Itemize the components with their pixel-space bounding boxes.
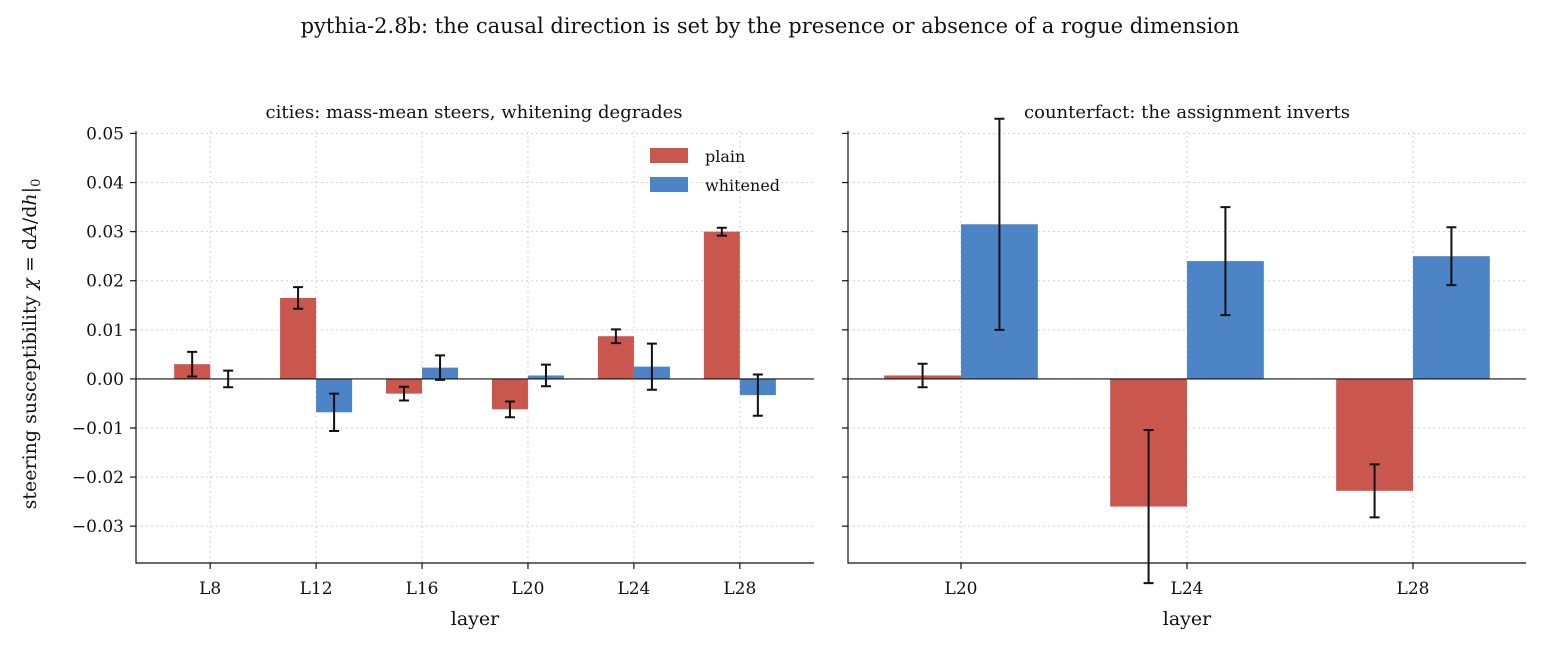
y-axis-label-chi: χ xyxy=(19,277,41,292)
panel-cities-title: cities: mass-mean steers, whitening degr… xyxy=(266,102,683,123)
bar-plain-l28 xyxy=(703,231,740,379)
y-tick-label: 0.02 xyxy=(86,272,124,292)
panel-cities-axes xyxy=(135,131,814,564)
legend-whitened-swatch xyxy=(650,177,688,192)
y-tick-label: −0.02 xyxy=(72,468,124,488)
errorbar-plain-l24 xyxy=(1143,428,1154,585)
x-tick-label: L28 xyxy=(723,579,756,599)
errorbar-whitened-l20 xyxy=(994,117,1005,331)
panel-counterfact-xlabel: layer xyxy=(1163,608,1212,630)
panel-counterfact-title: counterfact: the assignment inverts xyxy=(1024,102,1350,123)
errorbar-plain-l28 xyxy=(716,226,727,237)
x-tick-label: L24 xyxy=(617,579,650,599)
legend: plain whitened xyxy=(650,147,780,195)
errorbar-whitened-l24 xyxy=(646,342,657,391)
panel-counterfact: counterfact: the assignment inverts L20 L… xyxy=(842,102,1526,630)
errorbar-plain-l20 xyxy=(917,362,928,389)
x-tick-label: L24 xyxy=(1171,579,1204,599)
errorbar-whitened-l16 xyxy=(435,354,446,381)
y-axis-label-sub: 0 xyxy=(29,179,44,187)
x-tick-label: L20 xyxy=(512,579,545,599)
y-axis-label-h: h xyxy=(19,193,41,205)
y-tick-label: −0.01 xyxy=(72,419,124,439)
bar-plain-l12 xyxy=(280,297,317,379)
y-tick-label: 0.04 xyxy=(86,174,124,194)
panel-cities: cities: mass-mean steers, whitening degr… xyxy=(19,102,814,630)
legend-plain-label: plain xyxy=(705,147,745,166)
panel-counterfact-axes xyxy=(847,131,1526,564)
y-axis-label-slash: /d xyxy=(19,206,41,225)
y-axis-label-A: A xyxy=(19,224,41,240)
errorbar-plain-l24 xyxy=(610,328,621,345)
y-tick-label: 0.00 xyxy=(86,370,124,390)
y-axis-label-bar: | xyxy=(19,187,41,193)
figure-suptitle: pythia-2.8b: the causal direction is set… xyxy=(301,14,1240,38)
errorbar-whitened-l12 xyxy=(329,392,340,432)
x-tick-label: L20 xyxy=(945,579,978,599)
y-axis-label-main: steering susceptibility xyxy=(19,290,41,510)
x-tick-label: L8 xyxy=(199,579,221,599)
errorbar-plain-l20 xyxy=(504,400,515,419)
panel-cities-xlabel: layer xyxy=(451,608,500,630)
errorbar-whitened-l24 xyxy=(1220,206,1231,317)
y-tick-label: 0.05 xyxy=(86,124,124,144)
y-tick-label: −0.03 xyxy=(72,517,124,537)
errorbar-whitened-l28 xyxy=(752,373,763,417)
y-axis-label-eq: = d xyxy=(19,238,41,278)
errorbar-whitened-l28 xyxy=(1446,226,1457,287)
errorbar-whitened-l20 xyxy=(540,363,551,388)
x-tick-label: L28 xyxy=(1397,579,1430,599)
errorbar-plain-l8 xyxy=(187,350,198,378)
errorbar-plain-l28 xyxy=(1369,463,1380,519)
y-tick-label: 0.01 xyxy=(86,321,124,341)
legend-plain-swatch xyxy=(650,148,688,163)
y-axis-label: steering susceptibility χ = dA/dh|0 xyxy=(19,179,44,510)
x-tick-label: L12 xyxy=(300,579,333,599)
errorbar-plain-l12 xyxy=(293,286,304,310)
x-tick-label: L16 xyxy=(406,579,439,599)
errorbar-plain-l16 xyxy=(399,385,410,402)
y-tick-label: 0.03 xyxy=(86,223,124,243)
legend-whitened-label: whitened xyxy=(705,176,780,195)
